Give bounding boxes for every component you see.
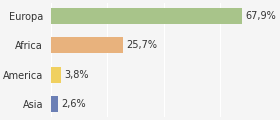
Bar	[51, 96, 58, 112]
Text: 3,8%: 3,8%	[64, 70, 89, 80]
Text: 25,7%: 25,7%	[126, 40, 157, 50]
Bar	[51, 37, 123, 53]
Bar	[51, 67, 61, 83]
Bar	[51, 8, 242, 24]
Text: 67,9%: 67,9%	[245, 11, 276, 21]
Text: 2,6%: 2,6%	[61, 99, 85, 109]
